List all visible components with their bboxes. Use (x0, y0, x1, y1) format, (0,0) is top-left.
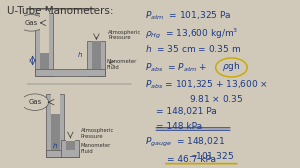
Circle shape (21, 94, 49, 110)
Bar (46, 150, 79, 157)
Bar (46, 94, 64, 157)
Text: $h$  = 35 cm = 0.35 m: $h$ = 35 cm = 0.35 m (145, 43, 241, 54)
Text: Manometer
Fluid: Manometer Fluid (81, 143, 111, 154)
Bar (92, 39, 101, 69)
Circle shape (18, 15, 45, 31)
Text: h: h (77, 52, 82, 58)
Text: $\rho_{Hg}$  = 13,600 kg/m$^3$: $\rho_{Hg}$ = 13,600 kg/m$^3$ (145, 26, 238, 41)
Text: Atmospheric
Pressure: Atmospheric Pressure (108, 30, 141, 40)
Bar (51, 92, 60, 150)
Text: h: h (53, 143, 57, 149)
Text: = 148,021 Pa: = 148,021 Pa (156, 107, 217, 116)
Text: = 148 kPa: = 148 kPa (156, 122, 202, 131)
Text: $P_{atm}$  = 101,325 Pa: $P_{atm}$ = 101,325 Pa (145, 10, 232, 22)
Bar (35, 13, 53, 76)
Bar (92, 41, 101, 69)
Bar (35, 69, 105, 76)
Text: $P_{gauge}$  = 148,021: $P_{gauge}$ = 148,021 (145, 136, 225, 149)
Bar (61, 140, 79, 157)
Text: U-Tube Manometers:: U-Tube Manometers: (7, 6, 113, 16)
Text: $\rho$gh: $\rho$gh (222, 60, 241, 73)
Bar (66, 138, 75, 150)
Bar (40, 53, 49, 69)
Bar (88, 41, 105, 76)
Text: = 46.7 kPa: = 46.7 kPa (167, 155, 216, 164)
Bar (66, 141, 75, 150)
Text: Atmospheric
Pressure: Atmospheric Pressure (81, 128, 114, 139)
Text: 9.81 $\times$ 0.35: 9.81 $\times$ 0.35 (189, 93, 243, 104)
Text: $-$101,325: $-$101,325 (188, 150, 234, 162)
Text: Manometer
Fluid: Manometer Fluid (107, 59, 137, 70)
Text: $P_{abs}$ = 101,325 + 13,600 $\times$: $P_{abs}$ = 101,325 + 13,600 $\times$ (145, 78, 268, 91)
Text: Gas: Gas (28, 99, 41, 105)
Text: Gas: Gas (25, 20, 38, 26)
Bar (40, 11, 49, 69)
Text: $P_{abs}$  = $P_{atm}$ +: $P_{abs}$ = $P_{atm}$ + (145, 62, 208, 74)
Bar (51, 114, 60, 150)
